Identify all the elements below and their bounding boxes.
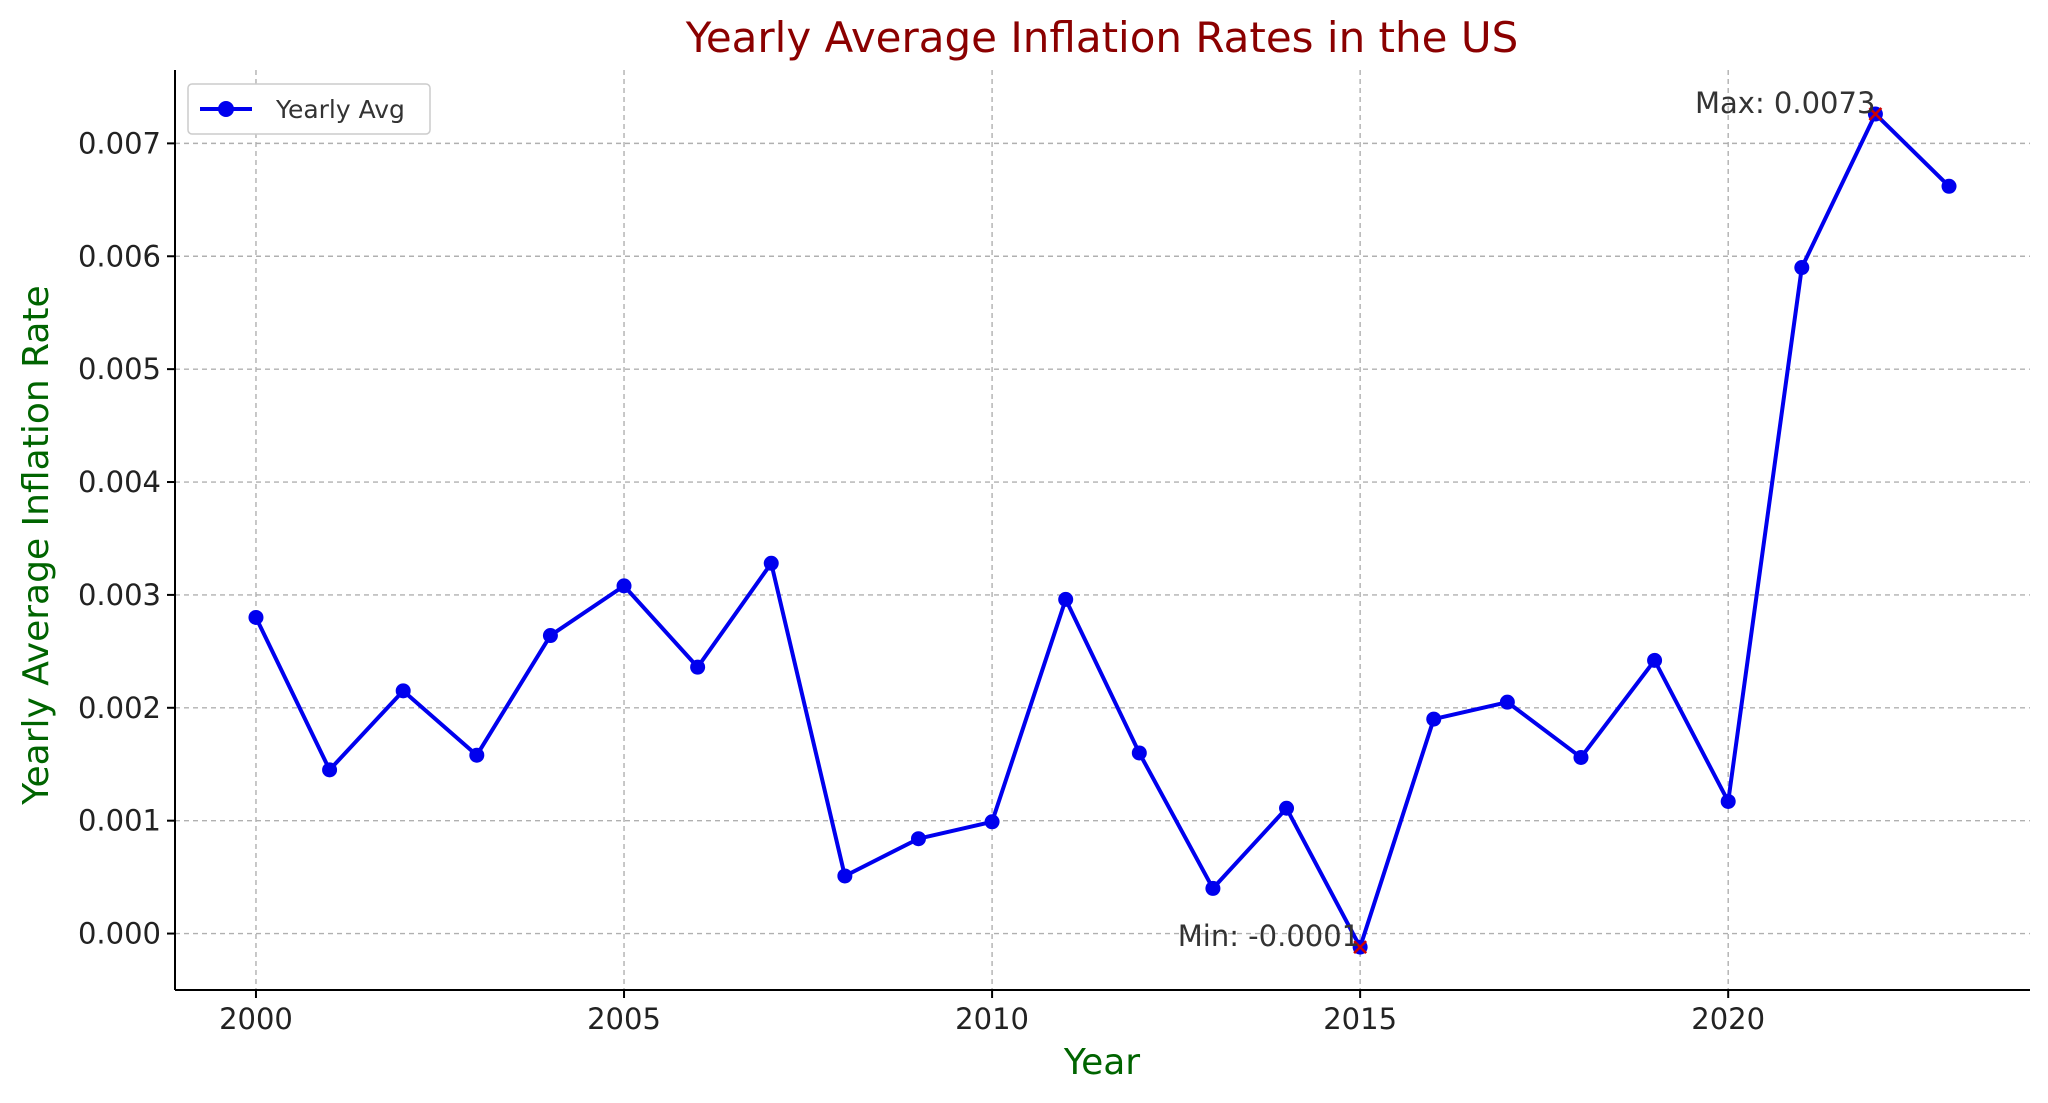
x-axis-label: Year (1063, 1042, 1140, 1083)
data-point (395, 683, 411, 699)
data-point (1647, 652, 1663, 668)
annotation-label: Max: 0.0073 (1695, 86, 1875, 120)
data-point (763, 555, 779, 571)
data-point (1426, 711, 1442, 727)
data-point (542, 628, 558, 644)
data-series (248, 106, 1957, 955)
data-point (248, 609, 264, 625)
data-point (322, 762, 338, 778)
data-point (1794, 260, 1810, 276)
annotations: Max: 0.0073 Min: -0.0001 (1178, 86, 1883, 954)
data-point (469, 747, 485, 763)
y-tick-label: 0.001 (78, 804, 161, 838)
data-point (1573, 749, 1589, 765)
y-tick-label: 0.000 (78, 917, 161, 951)
y-axis-label: Yearly Average Inflation Rate (16, 285, 57, 805)
max-annotation: Max: 0.0073 (1695, 86, 1883, 121)
x-tick-label: 2020 (1691, 1002, 1765, 1036)
min-annotation: Min: -0.0001 (1178, 919, 1368, 954)
y-tick-label: 0.004 (78, 465, 161, 499)
axes (167, 70, 2030, 998)
data-point (910, 831, 926, 847)
legend-box (187, 83, 431, 135)
chart-title: Yearly Average Inflation Rates in the US (685, 13, 1518, 62)
x-tick-label: 2005 (587, 1002, 661, 1036)
legend-marker-swatch (218, 101, 234, 117)
data-point (837, 868, 853, 884)
annotation-x-marker (1353, 940, 1368, 954)
data-point (1205, 880, 1221, 896)
y-tick-label: 0.006 (78, 239, 161, 273)
y-tick-label: 0.002 (78, 691, 161, 725)
data-point (616, 578, 632, 594)
data-point (690, 659, 706, 675)
y-tick-label: 0.003 (78, 578, 161, 612)
legend-label: Yearly Avg (275, 95, 405, 124)
data-point (1131, 745, 1147, 761)
x-tick-label: 2010 (955, 1002, 1029, 1036)
grid-lines (175, 70, 2030, 990)
y-tick-label: 0.005 (78, 352, 161, 386)
data-point (1058, 591, 1074, 607)
y-tick-label: 0.007 (78, 126, 161, 160)
legend: Yearly Avg (187, 83, 431, 135)
data-point (1499, 694, 1515, 710)
annotation-x-marker (1868, 107, 1883, 121)
data-point (1720, 793, 1736, 809)
data-point (1941, 178, 1957, 194)
data-point (1279, 800, 1295, 816)
x-tick-label: 2015 (1323, 1002, 1397, 1036)
annotation-label: Min: -0.0001 (1178, 919, 1360, 953)
data-point (984, 814, 1000, 830)
tick-labels: 2000 2005 2010 2015 2020 0.000 0.001 0.002 0.003… (78, 126, 1765, 1036)
series-line (254, 112, 1951, 950)
x-tick-label: 2000 (219, 1002, 293, 1036)
